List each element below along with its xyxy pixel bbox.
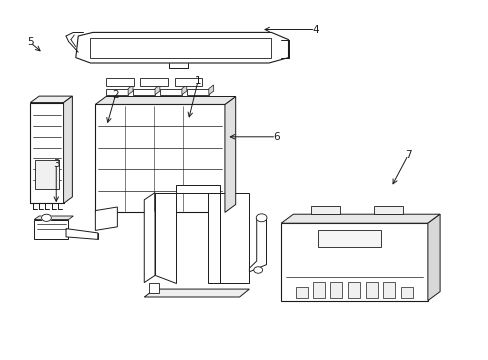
Polygon shape (30, 96, 72, 103)
Circle shape (256, 214, 266, 222)
Polygon shape (317, 230, 381, 247)
Text: 6: 6 (272, 132, 279, 142)
Polygon shape (106, 89, 128, 95)
Polygon shape (312, 282, 324, 298)
Bar (35, 160, 59, 189)
Text: 4: 4 (311, 24, 318, 35)
Polygon shape (34, 216, 73, 220)
Polygon shape (400, 287, 412, 298)
Polygon shape (95, 207, 117, 230)
Polygon shape (224, 96, 235, 212)
Polygon shape (365, 282, 377, 298)
Bar (281, 223, 427, 301)
Text: 3: 3 (53, 159, 60, 169)
Bar (95, 104, 224, 212)
Polygon shape (144, 193, 155, 283)
Circle shape (253, 267, 262, 273)
Polygon shape (155, 193, 176, 283)
Text: 2: 2 (112, 90, 119, 100)
Polygon shape (182, 85, 186, 95)
Polygon shape (281, 214, 439, 223)
Polygon shape (106, 78, 134, 86)
Polygon shape (427, 214, 439, 301)
Text: 7: 7 (404, 150, 411, 160)
Polygon shape (186, 89, 208, 95)
Polygon shape (220, 193, 249, 283)
Polygon shape (66, 229, 98, 239)
Polygon shape (155, 85, 160, 95)
Polygon shape (133, 89, 155, 95)
Polygon shape (149, 283, 159, 293)
Polygon shape (373, 206, 403, 214)
Polygon shape (144, 289, 249, 297)
Polygon shape (329, 282, 341, 298)
Bar (34, 220, 68, 239)
Bar (30, 103, 63, 203)
Polygon shape (176, 185, 220, 193)
Polygon shape (207, 193, 220, 283)
Polygon shape (174, 78, 202, 86)
Polygon shape (128, 85, 133, 95)
Polygon shape (160, 89, 182, 95)
Polygon shape (63, 96, 72, 203)
Text: 5: 5 (27, 37, 34, 48)
Text: 1: 1 (194, 76, 201, 86)
Polygon shape (249, 218, 266, 272)
Polygon shape (95, 96, 235, 104)
Polygon shape (140, 78, 168, 86)
Polygon shape (295, 287, 307, 298)
Circle shape (41, 214, 51, 221)
Polygon shape (347, 282, 359, 298)
Polygon shape (310, 206, 339, 214)
Polygon shape (76, 32, 288, 63)
Polygon shape (90, 38, 271, 58)
Polygon shape (208, 85, 213, 95)
Polygon shape (382, 282, 394, 298)
